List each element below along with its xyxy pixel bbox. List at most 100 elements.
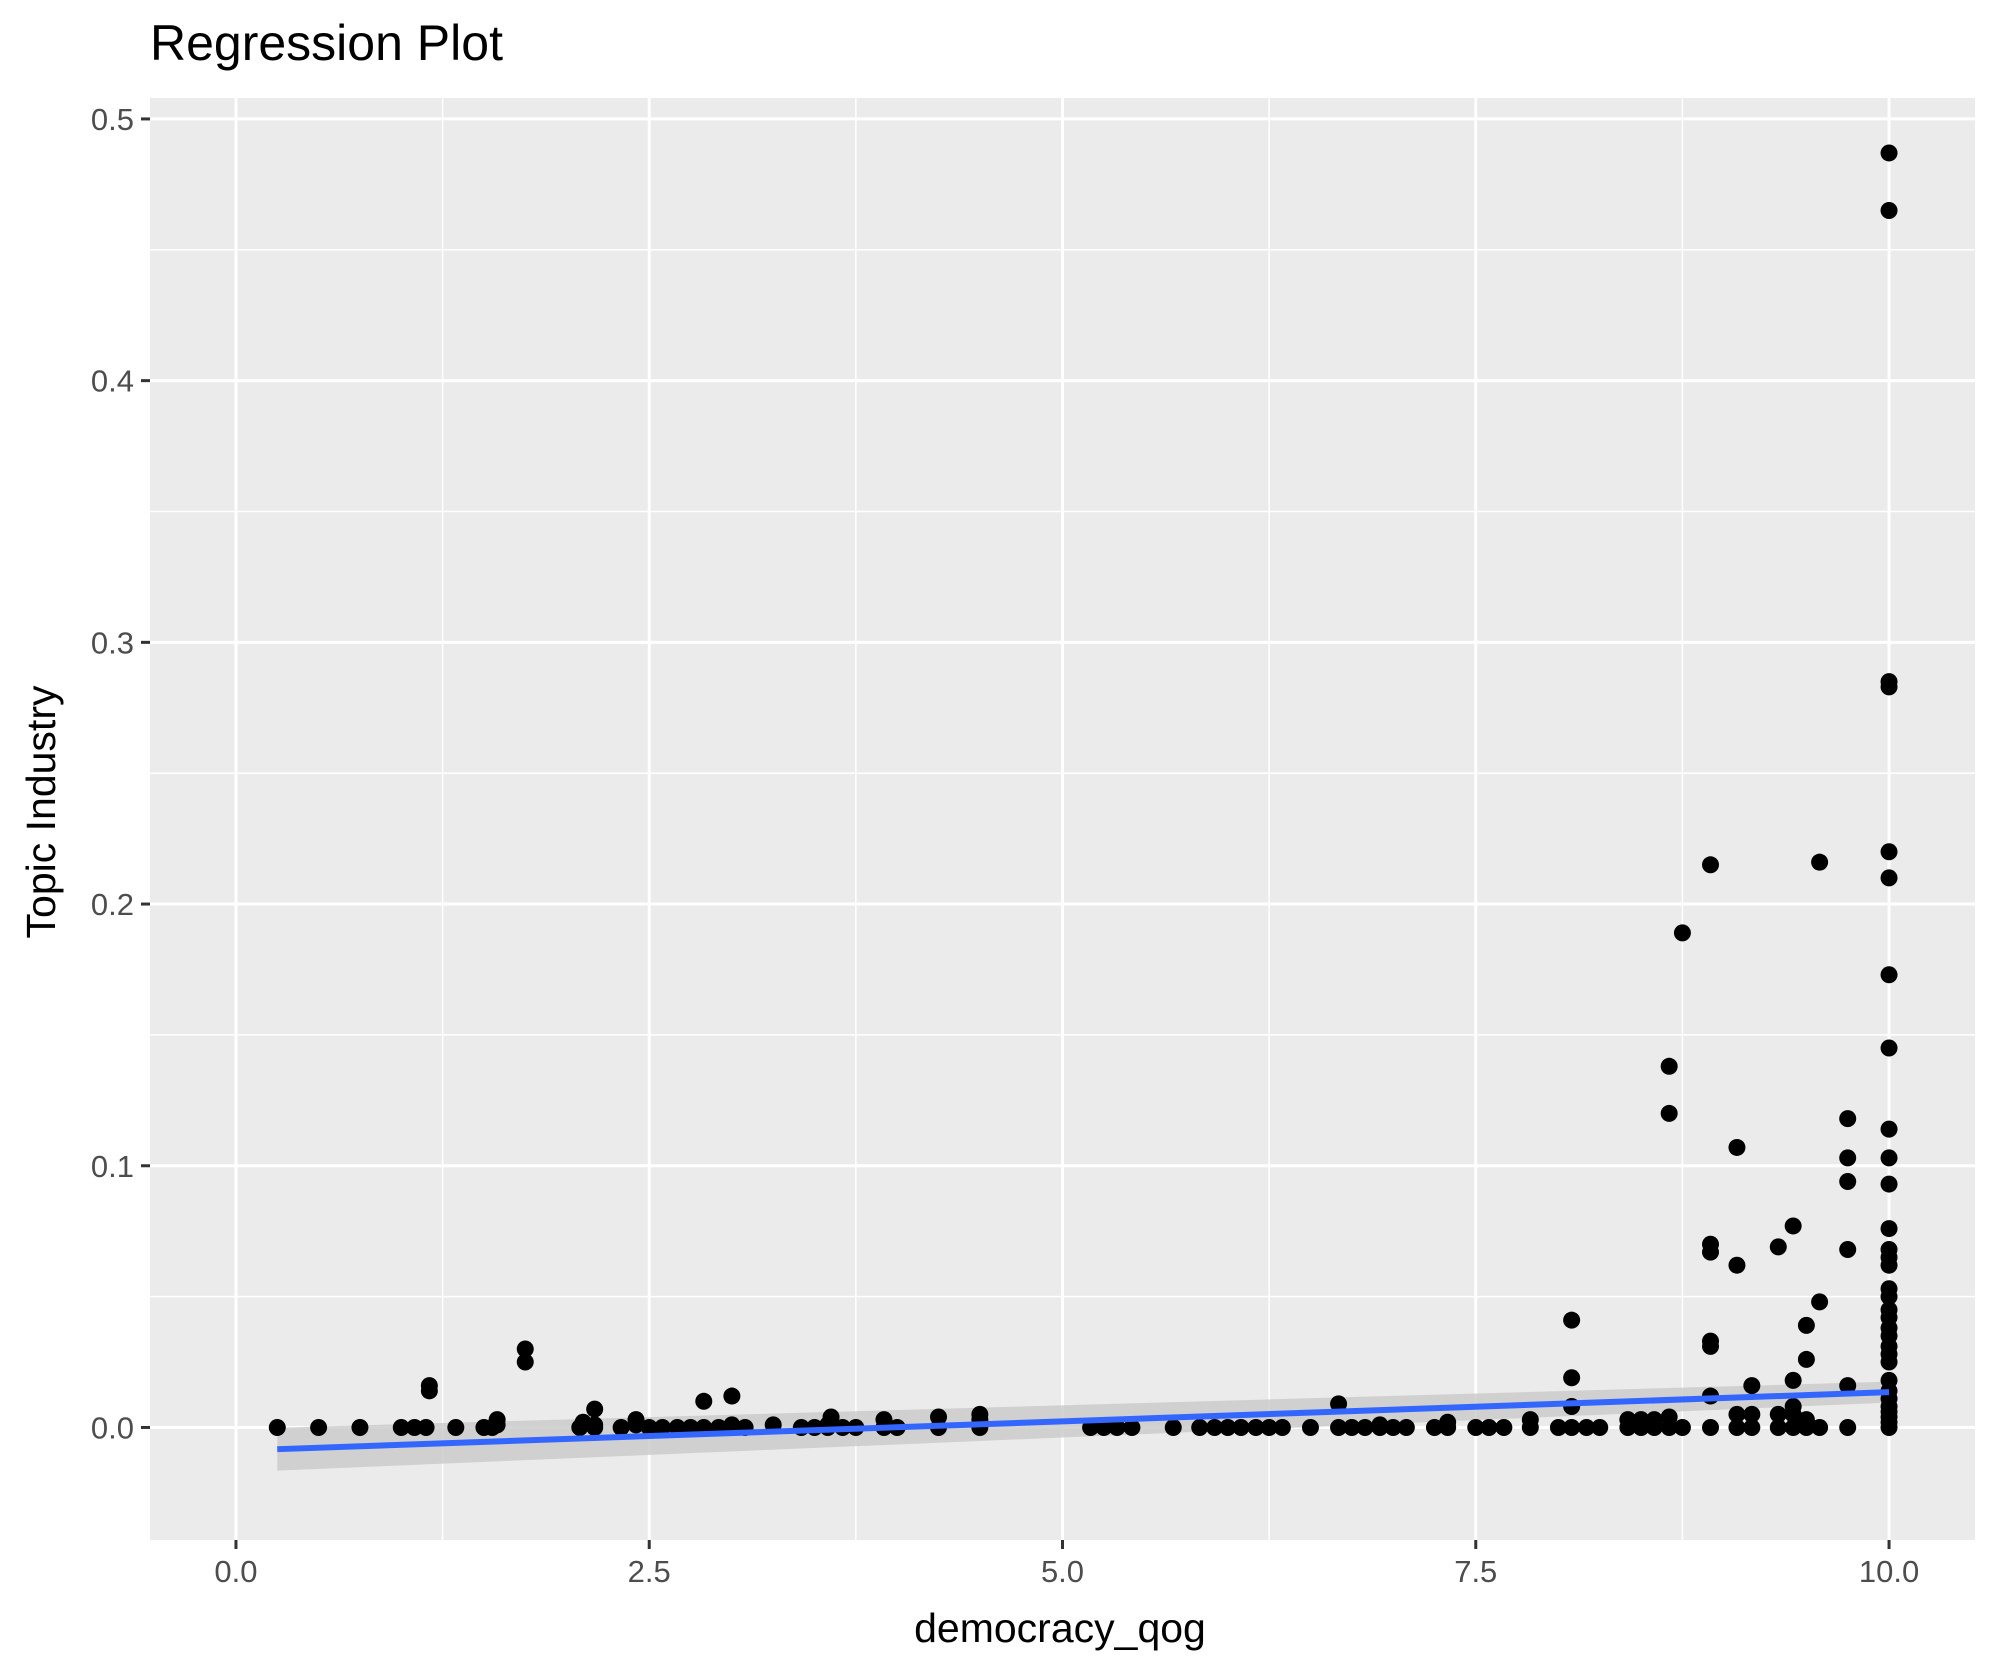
data-point [1702, 1235, 1720, 1253]
y-tick-label: 0.1 [91, 1149, 134, 1184]
x-tick-label: 2.5 [628, 1554, 671, 1589]
data-point [1495, 1418, 1513, 1436]
data-point [1728, 1418, 1746, 1436]
data-point [417, 1418, 435, 1436]
data-point [1839, 1241, 1857, 1259]
data-point [1728, 1256, 1746, 1274]
data-point [723, 1387, 741, 1405]
data-point [1591, 1418, 1609, 1436]
data-point [1673, 924, 1691, 942]
data-point [1880, 1175, 1898, 1193]
data-point [1797, 1411, 1815, 1429]
data-point [1880, 1039, 1898, 1057]
data-point [1839, 1418, 1857, 1436]
x-axis: 0.0 2.5 5.0 7.5 10.0 [214, 1540, 1919, 1589]
data-point [1880, 1220, 1898, 1238]
data-point [875, 1411, 893, 1429]
points-layer [268, 144, 1898, 1436]
data-point [612, 1418, 630, 1436]
data-point [1330, 1418, 1348, 1436]
data-point [1467, 1418, 1485, 1436]
data-point [1563, 1418, 1581, 1436]
y-axis-title: Topic Industry [18, 685, 64, 938]
data-point [1343, 1418, 1361, 1436]
data-point [640, 1418, 658, 1436]
data-point [310, 1418, 328, 1436]
x-tick-label: 5.0 [1041, 1554, 1084, 1589]
data-point [1439, 1413, 1457, 1431]
data-point [822, 1408, 840, 1426]
data-point [268, 1418, 286, 1436]
data-point [1880, 843, 1898, 861]
data-point [723, 1416, 741, 1434]
data-point [516, 1353, 534, 1371]
data-point [1273, 1418, 1291, 1436]
data-point [1702, 1418, 1720, 1436]
data-point [1743, 1405, 1761, 1423]
data-point [1660, 1408, 1678, 1426]
data-point [1797, 1316, 1815, 1334]
data-point [627, 1411, 645, 1429]
data-point [1123, 1418, 1141, 1436]
y-tick-label: 0.4 [91, 364, 134, 399]
chart-title: Regression Plot [150, 15, 503, 71]
data-point [1880, 1120, 1898, 1138]
data-point [1728, 1405, 1746, 1423]
x-tick-label: 0.0 [214, 1554, 257, 1589]
data-point [1702, 856, 1720, 874]
data-point [420, 1377, 438, 1395]
data-point [1839, 1172, 1857, 1190]
y-tick-label: 0.5 [91, 102, 134, 137]
y-axis: 0.0 0.1 0.2 0.3 0.4 0.5 [91, 102, 150, 1445]
data-point [1619, 1411, 1637, 1429]
data-point [1219, 1418, 1237, 1436]
data-point [1839, 1377, 1857, 1395]
data-point [586, 1400, 604, 1418]
y-tick-label: 0.2 [91, 887, 134, 922]
data-point [392, 1418, 410, 1436]
x-tick-label: 7.5 [1454, 1554, 1497, 1589]
data-point [447, 1418, 465, 1436]
data-point [1880, 1149, 1898, 1167]
data-point [1811, 1293, 1829, 1311]
data-point [1880, 1280, 1898, 1298]
data-point [1095, 1418, 1113, 1436]
data-point [1247, 1418, 1265, 1436]
data-point [1384, 1418, 1402, 1436]
data-point [1191, 1418, 1209, 1436]
data-point [1784, 1371, 1802, 1389]
data-point [1880, 144, 1898, 162]
data-point [1563, 1369, 1581, 1387]
data-point [1839, 1110, 1857, 1128]
data-point [1784, 1398, 1802, 1416]
data-point [1578, 1418, 1596, 1436]
data-point [1880, 966, 1898, 984]
data-point [1797, 1350, 1815, 1368]
data-point [1769, 1238, 1787, 1256]
data-point [1645, 1411, 1663, 1429]
data-point [1232, 1418, 1250, 1436]
data-point [586, 1416, 604, 1434]
data-point [488, 1411, 506, 1429]
data-point [1356, 1418, 1374, 1436]
data-point [1784, 1217, 1802, 1235]
data-point [1660, 1057, 1678, 1075]
data-point [1206, 1418, 1224, 1436]
data-point [1743, 1377, 1761, 1395]
data-point [1880, 1241, 1898, 1259]
y-tick-label: 0.0 [91, 1410, 134, 1445]
data-point [1839, 1149, 1857, 1167]
data-point [1260, 1418, 1278, 1436]
data-point [930, 1408, 948, 1426]
data-point [1880, 869, 1898, 887]
data-point [653, 1418, 671, 1436]
data-point [1425, 1418, 1443, 1436]
data-point [1769, 1405, 1787, 1423]
data-point [1563, 1311, 1581, 1329]
data-point [1301, 1418, 1319, 1436]
data-point [1521, 1411, 1539, 1429]
data-point [695, 1392, 713, 1410]
data-point [1164, 1418, 1182, 1436]
data-point [1702, 1332, 1720, 1350]
